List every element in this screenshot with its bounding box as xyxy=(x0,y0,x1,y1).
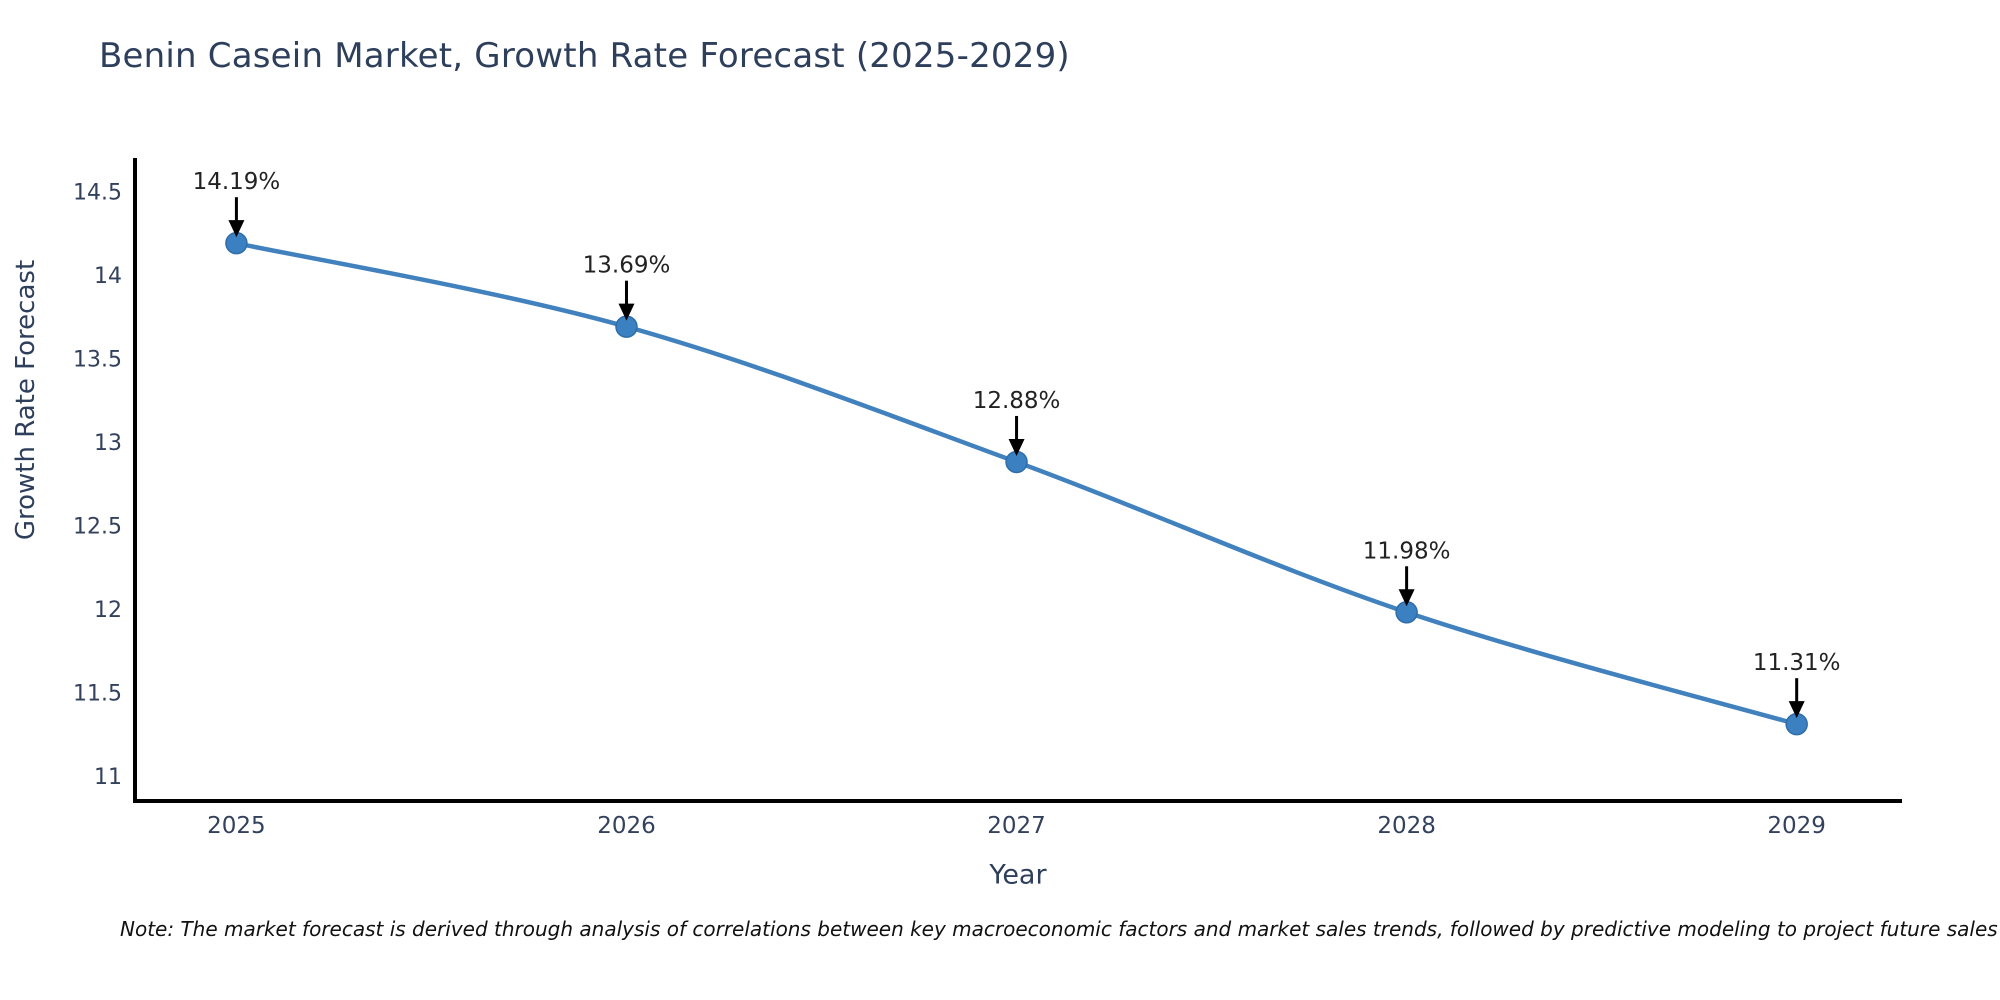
annotation-arrowhead xyxy=(618,303,635,321)
annotation-label: 11.98% xyxy=(1363,538,1451,564)
annotation-label: 13.69% xyxy=(583,253,671,279)
y-axis-title: Growth Rate Forecast xyxy=(11,259,41,541)
chart-title: Benin Casein Market, Growth Rate Forecas… xyxy=(99,36,1070,76)
annotation-label: 12.88% xyxy=(973,388,1061,414)
annotation-label: 11.31% xyxy=(1753,650,1841,676)
y-tick-label: 11.5 xyxy=(73,681,122,706)
x-axis-title: Year xyxy=(989,859,1047,891)
x-tick-label: 2027 xyxy=(987,813,1046,839)
annotation-arrowhead xyxy=(1398,589,1415,607)
y-tick-label: 12 xyxy=(94,598,122,623)
y-tick-label: 11 xyxy=(94,765,122,790)
footnote: Note: The market forecast is derived thr… xyxy=(120,917,1998,941)
x-tick-label: 2028 xyxy=(1377,813,1436,839)
x-tick-label: 2029 xyxy=(1767,813,1826,839)
y-tick-label: 14 xyxy=(94,264,122,289)
trend-line xyxy=(234,240,1799,727)
annotation-label: 14.19% xyxy=(193,169,281,195)
y-tick-label: 13 xyxy=(94,431,122,456)
x-tick-label: 2025 xyxy=(207,813,266,839)
x-tick-label: 2026 xyxy=(597,813,656,839)
annotation-arrowhead xyxy=(1008,438,1025,456)
y-tick-label: 12.5 xyxy=(73,514,122,539)
annotation-arrowhead xyxy=(1788,701,1805,719)
y-tick-label: 13.5 xyxy=(73,347,122,372)
annotation-arrowhead xyxy=(228,220,245,238)
y-tick-label: 14.5 xyxy=(73,180,122,205)
